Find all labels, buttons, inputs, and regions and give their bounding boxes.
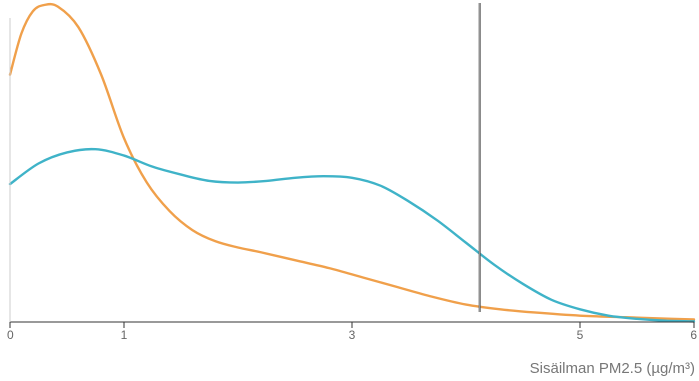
x-tick-label-2: 1 xyxy=(121,328,128,342)
x-tick-label-1: 0 xyxy=(7,328,14,342)
x-tick-label-3: 3 xyxy=(349,328,356,342)
series-line-1 xyxy=(8,2,696,321)
series-line-2 xyxy=(8,147,696,323)
x-axis-title: Sisäilman PM2.5 (µg/m³) xyxy=(530,360,695,377)
x-tick-label-5: 6 xyxy=(690,328,697,342)
x-tick-label-4: 5 xyxy=(577,328,584,342)
